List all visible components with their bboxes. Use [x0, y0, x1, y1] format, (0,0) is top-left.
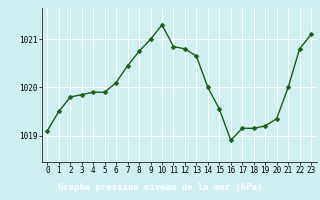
Text: Graphe pression niveau de la mer (hPa): Graphe pression niveau de la mer (hPa) — [58, 182, 262, 192]
